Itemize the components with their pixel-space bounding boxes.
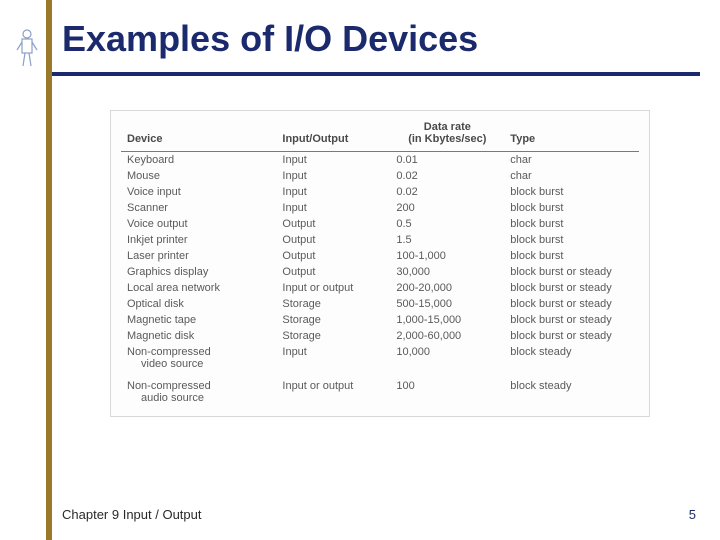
cell-io: Output — [276, 264, 390, 280]
cell-io: Input or output — [276, 280, 390, 296]
table-row: ScannerInput200block burst — [121, 200, 639, 216]
cell-io: Storage — [276, 328, 390, 344]
table-header-row: Device Input/Output Data rate (in Kbytes… — [121, 117, 639, 152]
cell-type: block burst or steady — [504, 296, 639, 312]
table-body: KeyboardInput0.01charMouseInput0.02charV… — [121, 152, 639, 407]
cell-rate: 1.5 — [390, 232, 504, 248]
cell-type: block burst — [504, 232, 639, 248]
cell-type: block burst — [504, 200, 639, 216]
cell-io: Input — [276, 168, 390, 184]
cell-type: block steady — [504, 344, 639, 372]
cell-io: Storage — [276, 312, 390, 328]
cell-type: block burst — [504, 248, 639, 264]
cell-rate: 100 — [390, 372, 504, 406]
title-underline — [52, 72, 700, 76]
table-row: Graphics displayOutput30,000block burst … — [121, 264, 639, 280]
cell-device: Graphics display — [121, 264, 276, 280]
table-row: Non-compressedvideo sourceInput10,000blo… — [121, 344, 639, 372]
table-row: KeyboardInput0.01char — [121, 152, 639, 169]
footer-page-number: 5 — [689, 507, 696, 522]
cell-device: Mouse — [121, 168, 276, 184]
side-rule — [46, 0, 52, 540]
col-header-rate-l1: Data rate — [424, 121, 471, 133]
table-row: Voice outputOutput0.5block burst — [121, 216, 639, 232]
col-header-io: Input/Output — [276, 117, 390, 152]
cell-rate: 1,000-15,000 — [390, 312, 504, 328]
table-row: Non-compressedaudio sourceInput or outpu… — [121, 372, 639, 406]
cell-io: Input — [276, 200, 390, 216]
table-row: Voice inputInput0.02block burst — [121, 184, 639, 200]
io-devices-table-container: Device Input/Output Data rate (in Kbytes… — [110, 110, 650, 417]
cell-rate: 200 — [390, 200, 504, 216]
cell-io: Input — [276, 184, 390, 200]
cell-type: block burst or steady — [504, 264, 639, 280]
cell-rate: 500-15,000 — [390, 296, 504, 312]
cell-device: Scanner — [121, 200, 276, 216]
table-row: Laser printerOutput100-1,000block burst — [121, 248, 639, 264]
cell-device: Voice input — [121, 184, 276, 200]
cell-io: Input — [276, 152, 390, 169]
cell-rate: 200-20,000 — [390, 280, 504, 296]
cell-device: Magnetic tape — [121, 312, 276, 328]
cell-type: block steady — [504, 372, 639, 406]
cell-device: Non-compressedvideo source — [121, 344, 276, 372]
table-row: Optical diskStorage500-15,000block burst… — [121, 296, 639, 312]
cell-device: Inkjet printer — [121, 232, 276, 248]
table-row: MouseInput0.02char — [121, 168, 639, 184]
table-row: Inkjet printerOutput1.5block burst — [121, 232, 639, 248]
cell-io: Output — [276, 216, 390, 232]
cell-device: Local area network — [121, 280, 276, 296]
cell-device: Keyboard — [121, 152, 276, 169]
cell-io: Input or output — [276, 372, 390, 406]
logo-icon — [16, 28, 38, 68]
col-header-type: Type — [504, 117, 639, 152]
cell-type: char — [504, 168, 639, 184]
cell-device: Optical disk — [121, 296, 276, 312]
col-header-rate-l2: (in Kbytes/sec) — [408, 133, 486, 145]
cell-device: Voice output — [121, 216, 276, 232]
cell-type: block burst — [504, 184, 639, 200]
cell-device: Non-compressedaudio source — [121, 372, 276, 406]
table-row: Magnetic diskStorage2,000-60,000block bu… — [121, 328, 639, 344]
col-header-rate: Data rate (in Kbytes/sec) — [390, 117, 504, 152]
slide: Examples of I/O Devices Device Input/Out… — [0, 0, 720, 540]
cell-io: Input — [276, 344, 390, 372]
cell-rate: 2,000-60,000 — [390, 328, 504, 344]
io-devices-table: Device Input/Output Data rate (in Kbytes… — [121, 117, 639, 406]
cell-rate: 10,000 — [390, 344, 504, 372]
cell-io: Output — [276, 248, 390, 264]
col-header-device: Device — [121, 117, 276, 152]
page-title: Examples of I/O Devices — [62, 18, 478, 60]
cell-type: char — [504, 152, 639, 169]
table-row: Magnetic tapeStorage1,000-15,000block bu… — [121, 312, 639, 328]
cell-rate: 0.02 — [390, 184, 504, 200]
cell-io: Output — [276, 232, 390, 248]
cell-io: Storage — [276, 296, 390, 312]
cell-rate: 0.01 — [390, 152, 504, 169]
footer-chapter: Chapter 9 Input / Output — [62, 507, 201, 522]
cell-device: Laser printer — [121, 248, 276, 264]
cell-type: block burst or steady — [504, 280, 639, 296]
cell-device-sub: audio source — [127, 392, 270, 404]
cell-type: block burst or steady — [504, 328, 639, 344]
cell-rate: 0.5 — [390, 216, 504, 232]
cell-device-sub: video source — [127, 358, 270, 370]
cell-device: Magnetic disk — [121, 328, 276, 344]
cell-rate: 30,000 — [390, 264, 504, 280]
cell-type: block burst — [504, 216, 639, 232]
cell-rate: 0.02 — [390, 168, 504, 184]
cell-type: block burst or steady — [504, 312, 639, 328]
cell-rate: 100-1,000 — [390, 248, 504, 264]
table-row: Local area networkInput or output200-20,… — [121, 280, 639, 296]
